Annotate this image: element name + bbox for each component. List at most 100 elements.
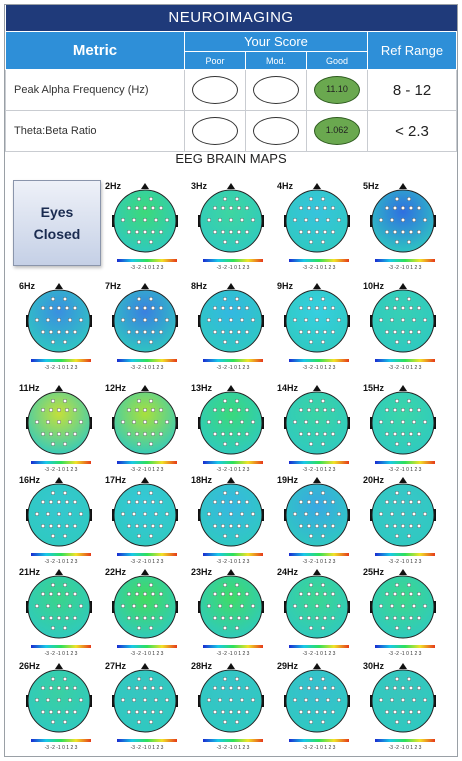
electrode-dot (401, 686, 406, 691)
electrode-dot (213, 710, 218, 715)
electrode-dot (331, 500, 336, 505)
eyes-closed-button[interactable]: Eyes Closed (13, 180, 101, 266)
electrode-dot (41, 686, 46, 691)
electrode-dot (304, 604, 309, 609)
electrode-dot (151, 206, 156, 211)
electrode-dot (293, 604, 298, 609)
electrode-dot (132, 218, 137, 223)
brain-map-frequency-label: 28Hz (191, 661, 213, 671)
nose-marker (313, 385, 321, 391)
nose-marker (55, 569, 63, 575)
electrode-dot (49, 524, 54, 529)
electrode-dot (412, 218, 417, 223)
electrode-dot (159, 408, 164, 413)
electrode-dot (393, 686, 398, 691)
electrode-dot (401, 206, 406, 211)
electrode-dot (121, 604, 126, 609)
electrode-dot (240, 512, 245, 517)
color-scale-ticks: -3 -2 -1 0 1 2 3 (130, 467, 164, 473)
electrode-dot (57, 698, 62, 703)
electrode-dot (385, 230, 390, 235)
electrode-dot (135, 686, 140, 691)
electrode-dot (395, 626, 400, 631)
brain-map-frequency-label: 10Hz (363, 281, 385, 291)
electrode-dot (207, 420, 212, 425)
electrode-dot (323, 686, 328, 691)
electrode-dot (304, 420, 309, 425)
electrode-dot (63, 677, 68, 682)
electrode-dot (235, 534, 240, 539)
color-scale-bar (375, 645, 435, 648)
electrode-dot (407, 491, 412, 496)
electrode-dot (417, 500, 422, 505)
electrode-dot (159, 710, 164, 715)
electrode-dot (235, 297, 240, 302)
electrode-dot (223, 340, 228, 345)
electrode-dot (309, 197, 314, 202)
electrode-dot (41, 408, 46, 413)
brain-map-frequency-label: 12Hz (105, 383, 127, 393)
electrode-dot (35, 420, 40, 425)
electrode-dot (235, 340, 240, 345)
color-scale-ticks: -3 -2 -1 0 1 2 3 (216, 559, 250, 565)
electrode-dot (137, 491, 142, 496)
electrode-dot (57, 432, 62, 437)
mod-header: Mod. (245, 51, 307, 70)
electrode-dot (218, 218, 223, 223)
electrode-dot (229, 500, 234, 505)
electrode-dot (385, 432, 390, 437)
brain-map: 17Hz -3 -2 -1 0 1 2 3 (105, 475, 185, 573)
electrode-dot (57, 512, 62, 517)
electrode-dot (321, 534, 326, 539)
electrode-dot (309, 340, 314, 345)
banner-title: NEUROIMAGING (5, 5, 457, 32)
head-topomap (284, 663, 350, 733)
electrode-dot (237, 432, 242, 437)
color-scale-ticks: -3 -2 -1 0 1 2 3 (216, 365, 250, 371)
head-topomap (370, 663, 436, 733)
electrode-dot (35, 318, 40, 323)
brain-map-frequency-label: 5Hz (363, 181, 380, 191)
electrode-dot (423, 698, 428, 703)
nose-marker (141, 477, 149, 483)
electrode-dot (245, 524, 250, 529)
electrode-dot (135, 500, 140, 505)
score-table: NEUROIMAGING Metric Your Score Ref Range… (5, 5, 457, 152)
electrode-dot (393, 616, 398, 621)
color-scale-ticks: -3 -2 -1 0 1 2 3 (130, 559, 164, 565)
electrode-dot (49, 686, 54, 691)
electrode-dot (321, 197, 326, 202)
electrode-dot (151, 330, 156, 335)
electrode-dot (63, 340, 68, 345)
electrode-dot (321, 240, 326, 245)
electrode-dot (407, 626, 412, 631)
electrode-dot (221, 432, 226, 437)
electrode-dot (221, 710, 226, 715)
nose-marker (55, 477, 63, 483)
color-scale-ticks: -3 -2 -1 0 1 2 3 (302, 651, 336, 657)
electrode-dot (379, 698, 384, 703)
electrode-dot (143, 698, 148, 703)
electrode-dot (315, 306, 320, 311)
electrode-dot (307, 432, 312, 437)
color-scale-bar (31, 359, 91, 362)
electrode-dot (235, 197, 240, 202)
electrode-dot (143, 306, 148, 311)
electrode-dot (137, 677, 142, 682)
electrode-dot (223, 534, 228, 539)
electrode-dot (309, 677, 314, 682)
brain-map: 25Hz -3 -2 -1 0 1 2 3 (363, 567, 443, 665)
brain-map-frequency-label: 7Hz (105, 281, 122, 291)
electrode-dot (154, 420, 159, 425)
electrode-dot (121, 420, 126, 425)
electrode-dot (132, 318, 137, 323)
electrode-dot (207, 218, 212, 223)
electrode-dot (57, 710, 62, 715)
head-topomap (198, 477, 264, 547)
brain-map: 20Hz -3 -2 -1 0 1 2 3 (363, 475, 443, 573)
electrode-dot (323, 306, 328, 311)
electrode-dot (143, 420, 148, 425)
color-scale-bar (117, 461, 177, 464)
color-scale-bar (375, 259, 435, 262)
electrode-dot (331, 206, 336, 211)
